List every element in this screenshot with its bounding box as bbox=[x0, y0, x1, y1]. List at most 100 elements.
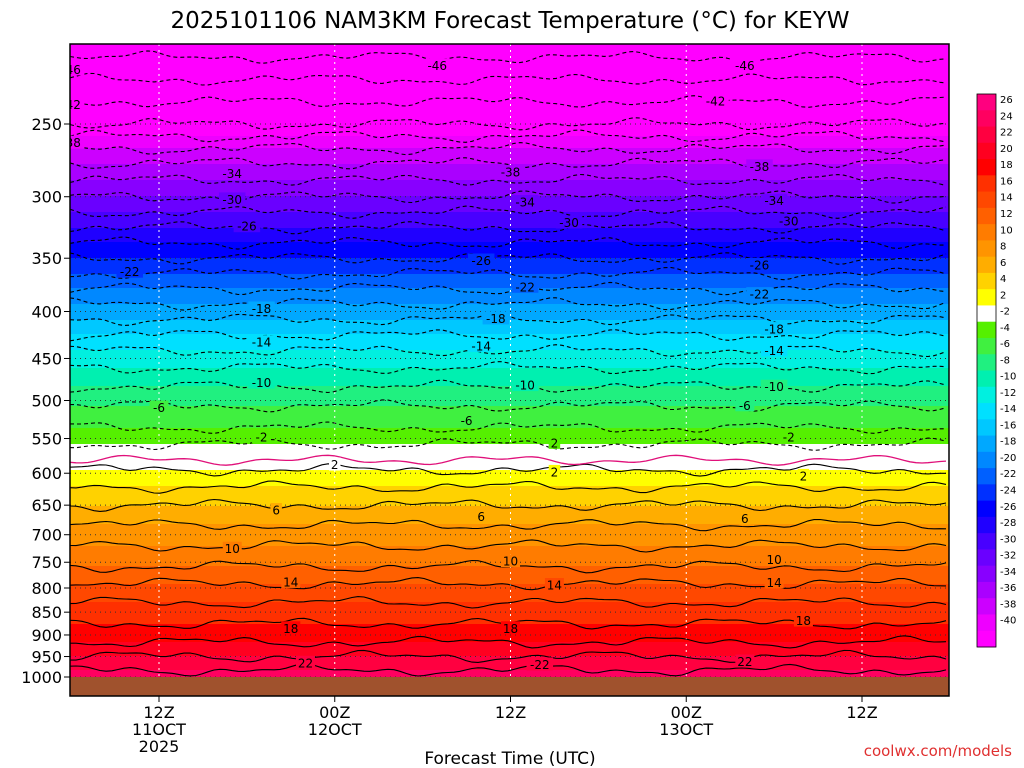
temperature-band-row bbox=[70, 620, 949, 623]
temperature-band-row bbox=[70, 636, 949, 639]
colorbar-swatch bbox=[977, 484, 996, 502]
temperature-band-row bbox=[70, 474, 949, 477]
temperature-band-row bbox=[70, 300, 949, 303]
temperature-band-row bbox=[70, 660, 949, 663]
contour-label-bg bbox=[760, 343, 788, 357]
colorbar-swatch bbox=[977, 403, 996, 420]
temperature-band-row bbox=[70, 430, 949, 433]
contour-label: -22 bbox=[530, 658, 550, 672]
temperature-band-row bbox=[70, 394, 949, 397]
colorbar-label: 18 bbox=[1000, 160, 1013, 171]
temperature-band-row bbox=[70, 508, 949, 511]
isotherm-line bbox=[70, 236, 946, 250]
contour-label: 18 bbox=[283, 622, 298, 636]
isotherm-line bbox=[70, 663, 947, 677]
temperature-band-row bbox=[70, 442, 949, 445]
colorbar-swatch bbox=[977, 175, 996, 192]
temperature-band-row bbox=[70, 48, 949, 51]
temperature-band-row bbox=[70, 656, 949, 659]
contour-label-bg bbox=[775, 214, 803, 228]
contour-label: -34 bbox=[222, 167, 242, 181]
contour-label: -46 bbox=[61, 63, 81, 77]
contour-label-bg bbox=[467, 338, 495, 352]
contour-label-bg bbox=[735, 398, 755, 412]
colorbar-label: -16 bbox=[1000, 420, 1016, 431]
contour-label: -2 bbox=[783, 431, 795, 445]
temperature-band-row bbox=[70, 428, 949, 431]
isotherm-line bbox=[70, 649, 947, 663]
colorbar-label: -24 bbox=[1000, 485, 1016, 496]
temperature-band-row bbox=[70, 608, 949, 611]
contour-label: 2 bbox=[331, 458, 339, 472]
contour-label: 10 bbox=[766, 553, 781, 567]
contour-label: -14 bbox=[471, 339, 491, 353]
contour-label-bg bbox=[281, 621, 301, 635]
temperature-band-row bbox=[70, 572, 949, 575]
temperature-band-row bbox=[70, 580, 949, 583]
temperature-band-row bbox=[70, 182, 949, 185]
isotherm-line bbox=[70, 361, 947, 375]
temperature-band-row bbox=[70, 486, 949, 489]
isotherm-line bbox=[70, 205, 947, 219]
contour-label: -46 bbox=[427, 59, 447, 73]
temperature-band-row bbox=[70, 58, 949, 61]
colorbar-swatch bbox=[977, 386, 996, 404]
temperature-band-row bbox=[70, 280, 949, 283]
contour-label: -10 bbox=[515, 379, 535, 393]
colorbar-label: 12 bbox=[1000, 209, 1013, 220]
temperature-band-row bbox=[70, 538, 949, 541]
temperature-band-row bbox=[70, 600, 949, 603]
contour-label-bg bbox=[764, 552, 784, 566]
colorbar-swatch bbox=[977, 451, 996, 469]
contour-label: -6 bbox=[153, 401, 165, 415]
contour-label-bg bbox=[252, 430, 272, 444]
temperature-band-row bbox=[70, 44, 949, 47]
contour-label: 18 bbox=[503, 622, 518, 636]
temperature-band-row bbox=[70, 74, 949, 77]
temperature-band-row bbox=[70, 98, 949, 101]
temperature-band-row bbox=[70, 290, 949, 293]
temperature-band-row bbox=[70, 492, 949, 495]
colorbar-swatch bbox=[977, 289, 996, 306]
contour-label: 6 bbox=[272, 504, 280, 518]
temperature-band-row bbox=[70, 154, 949, 157]
temperature-band-row bbox=[70, 180, 949, 183]
temperature-band-row bbox=[70, 362, 949, 365]
temperature-band-row bbox=[70, 242, 949, 245]
temperature-band-row bbox=[70, 208, 949, 211]
temperature-band-row bbox=[70, 402, 949, 405]
temperature-band-row bbox=[70, 496, 949, 499]
y-tick-label: 450 bbox=[31, 349, 62, 368]
isotherm-line bbox=[70, 266, 947, 281]
temperature-band-row bbox=[70, 112, 949, 115]
temperature-band-row bbox=[70, 146, 949, 149]
temperature-band-row bbox=[70, 570, 949, 573]
temperature-band-row bbox=[70, 674, 949, 677]
temperature-band-row bbox=[70, 648, 949, 651]
contour-label: -14 bbox=[252, 336, 272, 350]
temperature-band-row bbox=[70, 462, 949, 465]
contour-label-bg bbox=[764, 575, 784, 589]
contour-labels: -46 -46 -46 -42 -42 -38 -38 -38 -34 -34 -34 -30 -30 -… bbox=[61, 58, 813, 672]
temperature-band-row bbox=[70, 568, 949, 571]
contour-label-bg bbox=[739, 511, 751, 525]
colorbar-swatch bbox=[977, 630, 996, 648]
temperature-band-row bbox=[70, 156, 949, 159]
temperature-band-row bbox=[70, 124, 949, 127]
colorbar-swatch bbox=[977, 614, 996, 632]
temperature-band-row bbox=[70, 216, 949, 219]
temperature-band-row bbox=[70, 80, 949, 83]
temperature-band-row bbox=[70, 218, 949, 221]
temperature-band-row bbox=[70, 510, 949, 513]
temperature-band-row bbox=[70, 414, 949, 417]
temperature-band-row bbox=[70, 666, 949, 669]
temperature-band-row bbox=[70, 46, 949, 49]
temperature-band-row bbox=[70, 516, 949, 519]
temperature-band-row bbox=[70, 214, 949, 217]
temperature-band-row bbox=[70, 436, 949, 439]
contour-label-bg bbox=[746, 287, 773, 301]
temperature-band-row bbox=[70, 266, 949, 269]
colorbar-swatch bbox=[977, 337, 996, 355]
contour-label-bg bbox=[779, 430, 799, 444]
temperature-band-row bbox=[70, 230, 949, 233]
